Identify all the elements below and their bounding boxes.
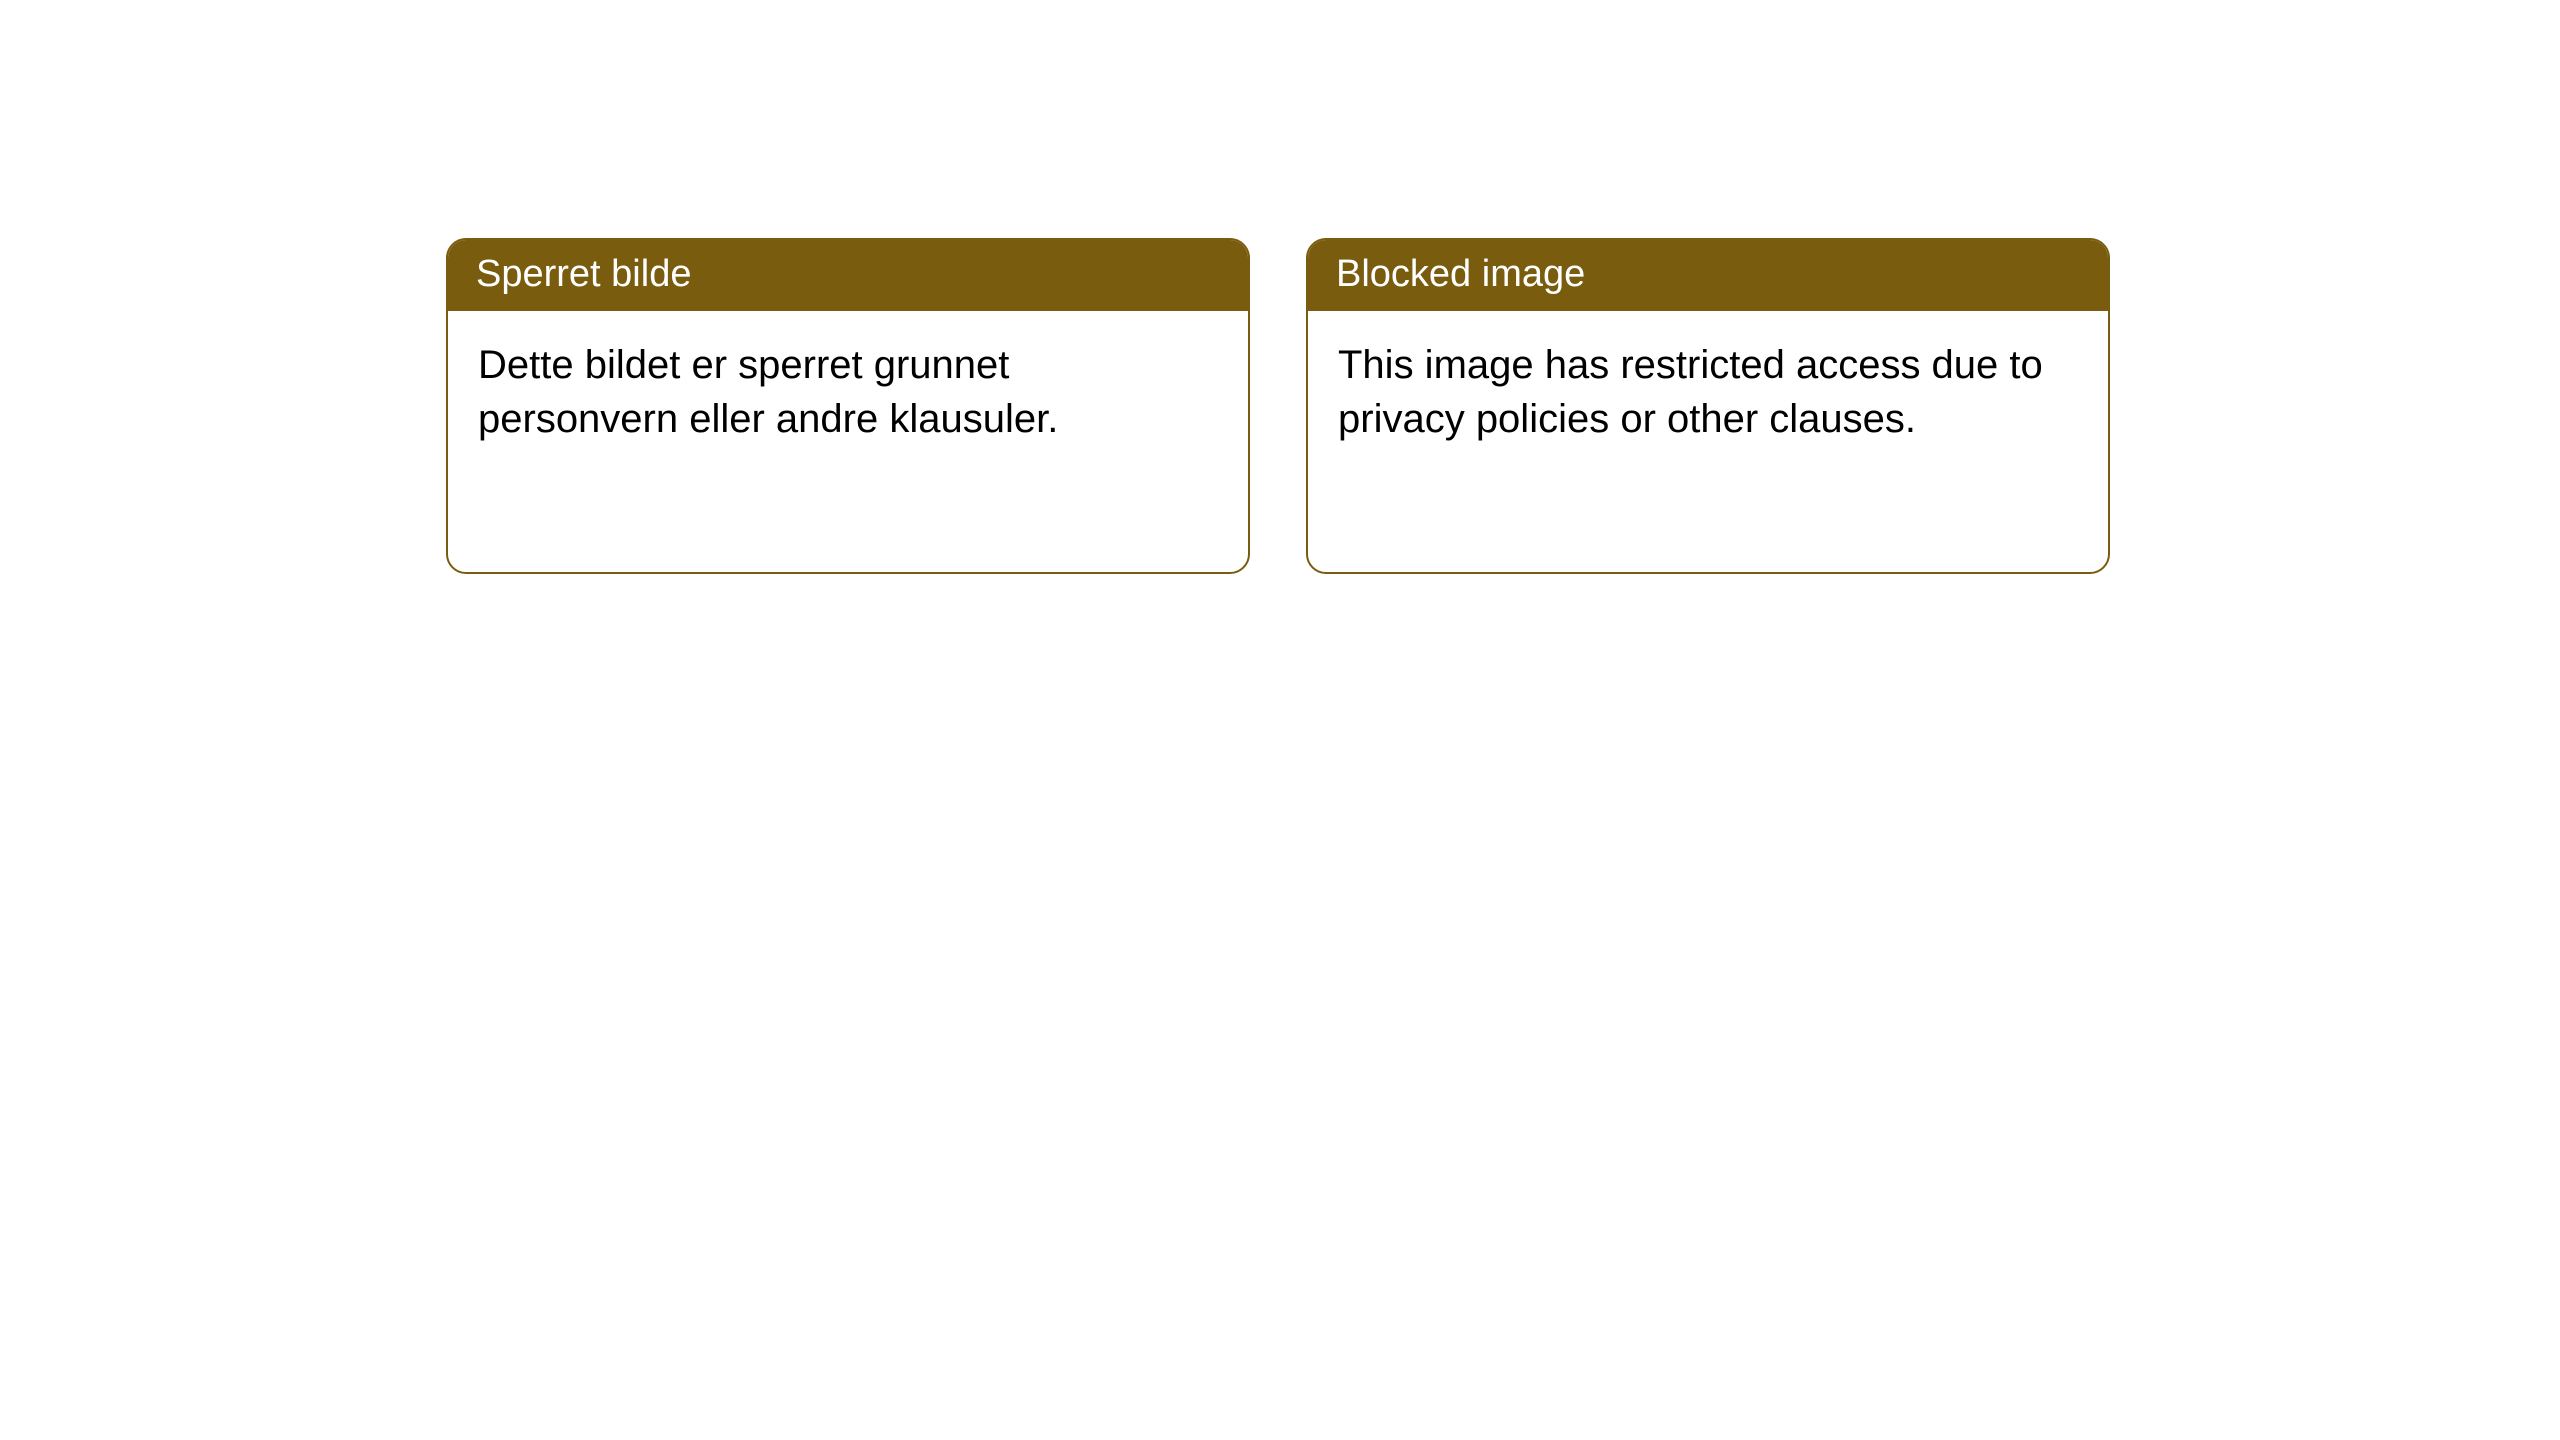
card-body-english: This image has restricted access due to … [1308, 311, 2108, 473]
card-header-norwegian: Sperret bilde [448, 240, 1248, 311]
notice-cards-container: Sperret bilde Dette bildet er sperret gr… [0, 0, 2560, 574]
blocked-image-card-english: Blocked image This image has restricted … [1306, 238, 2110, 574]
blocked-image-card-norwegian: Sperret bilde Dette bildet er sperret gr… [446, 238, 1250, 574]
card-header-english: Blocked image [1308, 240, 2108, 311]
card-body-norwegian: Dette bildet er sperret grunnet personve… [448, 311, 1248, 473]
